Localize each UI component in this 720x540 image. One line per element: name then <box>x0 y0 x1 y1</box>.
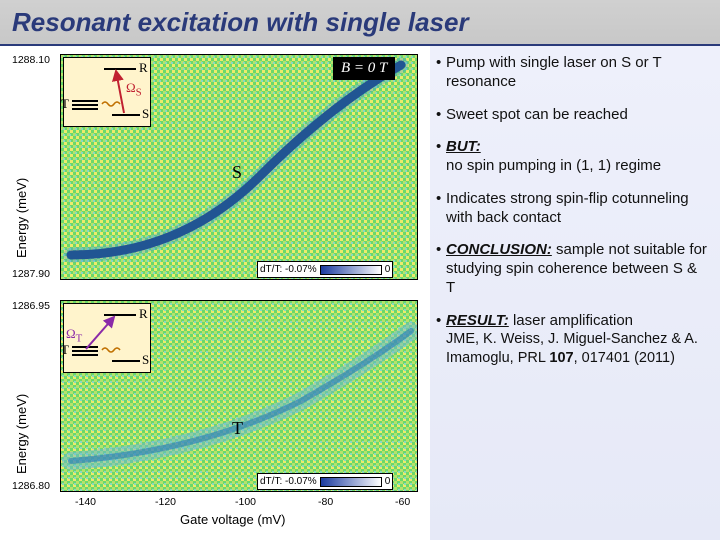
title-bar: Resonant excitation with single laser <box>0 0 720 46</box>
y-axis-label-top: Energy (meV) <box>14 178 29 258</box>
overlay-label-S: S <box>232 162 242 183</box>
bullet-1: •Sweet spot can be reached <box>436 106 710 125</box>
slide: Resonant excitation with single laser En… <box>0 0 720 540</box>
bullet-3: •Indicates strong spin-flip cotunneling … <box>436 190 710 228</box>
overlay-label-T: T <box>232 418 243 439</box>
xtick-3: -80 <box>318 496 333 508</box>
bullet-0: •Pump with single laser on S or T resona… <box>436 54 710 92</box>
ytick-top-0: 1288.10 <box>12 54 50 66</box>
cbar-gradient-bot <box>320 477 382 487</box>
cbar-gradient-top <box>320 265 382 275</box>
colorbar-bottom: dT/T: -0.07% 0 <box>257 473 393 490</box>
xtick-0: -140 <box>75 496 96 508</box>
panel-bottom: 1286.95 1286.80 -140 -120 -100 -80 -60 T… <box>60 300 420 494</box>
panel-top: 1288.10 1287.90 S B = 0 T dT/T: -0.07% 0… <box>60 54 420 282</box>
bullet-2: •BUT:no spin pumping in (1, 1) regime <box>436 138 710 176</box>
inset-omega-top: ΩS <box>126 80 142 99</box>
inset-top: R T S ΩS <box>63 57 151 127</box>
bullet-list: •Pump with single laser on S or T resona… <box>436 54 710 368</box>
bullet-4: •CONCLUSION: sample not suitable for stu… <box>436 241 710 297</box>
bullet-5: •RESULT: laser amplificationJME, K. Weis… <box>436 312 710 368</box>
cbar-end-bot: 0 <box>385 476 391 487</box>
cbar-label-bot: dT/T: -0.07% <box>260 476 317 487</box>
inset-bottom: R T S ΩT <box>63 303 151 373</box>
figure-area: Energy (meV) Energy (meV) Gate voltage (… <box>0 46 430 540</box>
x-axis-label: Gate voltage (mV) <box>180 512 286 527</box>
slide-title: Resonant excitation with single laser <box>12 7 469 38</box>
b0t-label: B = 0 T <box>333 57 395 80</box>
bullet-panel: •Pump with single laser on S or T resona… <box>430 46 720 540</box>
colorbar-top: dT/T: -0.07% 0 <box>257 261 393 278</box>
ytick-bot-1: 1286.80 <box>12 480 50 492</box>
y-axis-label-bot: Energy (meV) <box>14 394 29 474</box>
content-area: Energy (meV) Energy (meV) Gate voltage (… <box>0 46 720 540</box>
xtick-2: -100 <box>235 496 256 508</box>
cbar-end-top: 0 <box>385 264 391 275</box>
ytick-top-1: 1287.90 <box>12 268 50 280</box>
xtick-4: -60 <box>395 496 410 508</box>
xtick-1: -120 <box>155 496 176 508</box>
ytick-bot-0: 1286.95 <box>12 300 50 312</box>
inset-omega-bot: ΩT <box>66 326 82 345</box>
cbar-label-top: dT/T: -0.07% <box>260 264 317 275</box>
